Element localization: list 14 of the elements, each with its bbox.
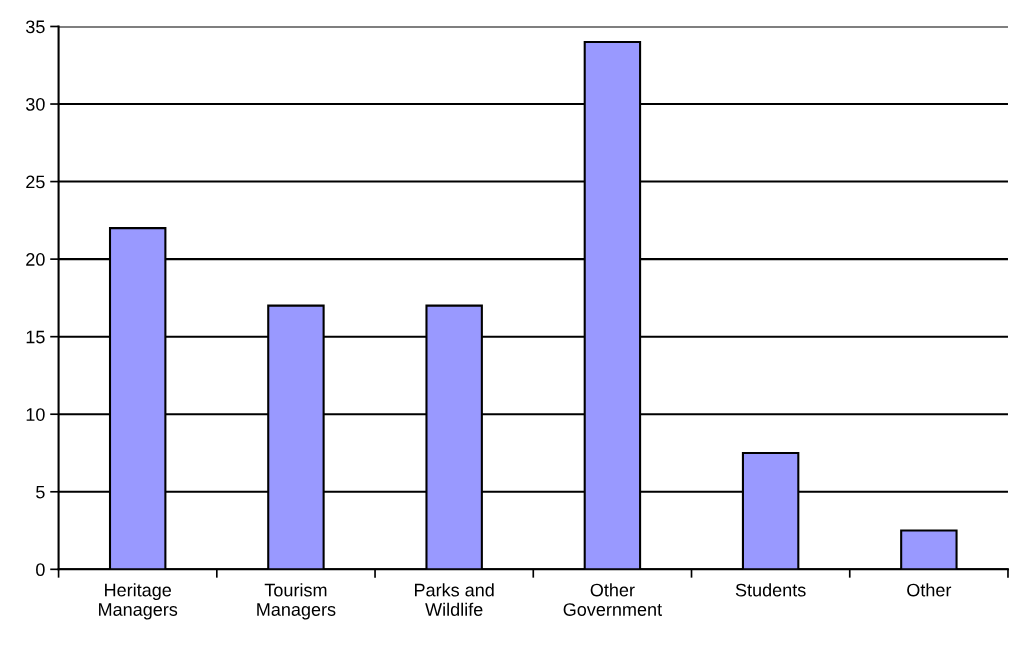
y-tick-label: 30 — [25, 97, 45, 111]
x-tick-label: Other Government — [563, 583, 662, 616]
y-tick-label: 0 — [36, 563, 45, 577]
y-tick-label: 25 — [26, 175, 45, 189]
y-tick-label: 35 — [25, 20, 45, 34]
x-tick-label: Other — [907, 583, 952, 597]
y-tick-label: 15 — [26, 330, 45, 344]
x-tick-label: Parks and Wildlife — [415, 583, 494, 616]
y-tick-label: 10 — [26, 408, 45, 421]
x-tick-label: Students — [735, 583, 806, 597]
x-tick-label: Tourism Managers — [257, 583, 336, 620]
y-tick-label: 20 — [26, 253, 45, 266]
x-tick-label: Heritage Managers — [99, 583, 178, 620]
y-tick-label: 5 — [36, 485, 45, 499]
